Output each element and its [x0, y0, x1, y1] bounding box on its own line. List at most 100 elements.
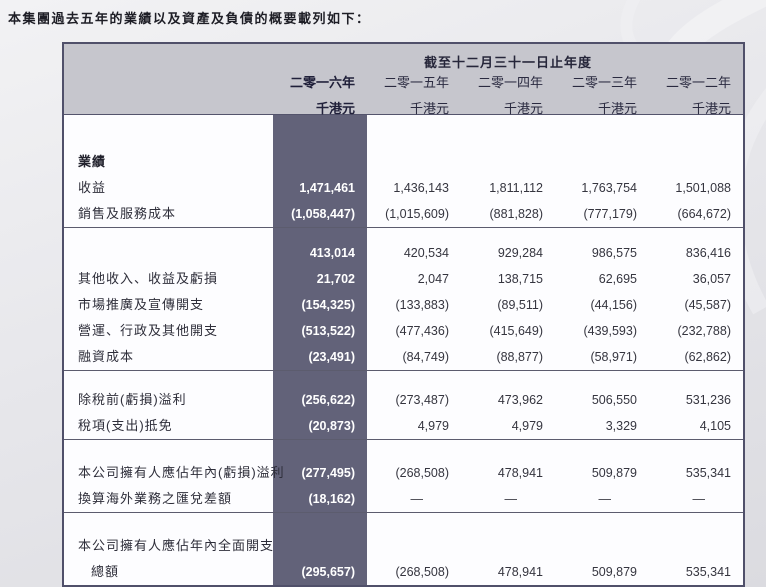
cell-value-year2: (415,649)	[489, 324, 543, 338]
cell-value-year0: 21,702	[316, 272, 355, 286]
cell-value-year2: (881,828)	[489, 207, 543, 221]
cell-value-year2	[461, 533, 555, 559]
cell-value-year4: 535,341	[685, 466, 731, 480]
cell-value-year4	[649, 149, 743, 175]
cell-value-year4: (664,672)	[677, 207, 731, 221]
cell-value-year2: 478,941	[497, 466, 543, 480]
table-header: 截至十二月三十一日止年度 二零一六年 二零一五年 二零一四年 二零一三年 二零一…	[64, 44, 743, 116]
row-label: 除稅前(虧損)溢利	[78, 392, 187, 407]
row-label: 其他收入、收益及虧損	[78, 271, 219, 286]
table-row: 市場推廣及宣傳開支 (154,325) (133,883) (89,511) (44,1…	[64, 292, 743, 318]
cell-value-year2	[461, 149, 555, 175]
cell-value-year2: 478,941	[497, 565, 543, 579]
cell-value-year0	[273, 533, 367, 559]
cell-value-year1: (273,487)	[395, 393, 449, 407]
cell-value-year2: (88,877)	[496, 350, 543, 364]
cell-value-year0: (18,162)	[308, 492, 355, 506]
cell-value-year0	[273, 149, 367, 175]
cell-value-year3: 62,695	[598, 272, 637, 286]
cell-value-year4: (62,862)	[684, 350, 731, 364]
table-row: 營運、行政及其他開支 (513,522) (477,436) (415,649) (43…	[64, 318, 743, 344]
cell-value-year1: 1,436,143	[393, 181, 449, 195]
cell-value-year2: (89,511)	[497, 298, 543, 312]
cell-value-year2: 4,979	[511, 419, 543, 433]
cell-value-year4: 1,501,088	[675, 181, 731, 195]
cell-value-year3: 986,575	[591, 246, 637, 260]
cell-value-year1: (268,508)	[395, 466, 449, 480]
year-header-row: 二零一六年 二零一五年 二零一四年 二零一三年 二零一二年	[64, 72, 743, 98]
row-label: 換算海外業務之匯兌差額	[78, 491, 233, 506]
cell-value-year4: 836,416	[685, 246, 731, 260]
cell-value-year0: (295,657)	[301, 565, 355, 579]
row-label: 業績	[78, 154, 107, 169]
table-row: 稅項(支出)抵免 (20,873) 4,979 4,979 3,329 4,105	[64, 413, 743, 439]
cell-value-year3: 1,763,754	[581, 181, 637, 195]
cell-value-year3: (439,593)	[583, 324, 637, 338]
cell-value-year3: 509,879	[591, 466, 637, 480]
cell-value-year0: 413,014	[309, 246, 355, 260]
cell-value-year4: 535,341	[685, 565, 731, 579]
table-section-3: 本公司擁有人應佔年內(虧損)溢利 (277,495) (268,508) 478,94…	[64, 439, 743, 512]
table-row: 413,014 420,534 929,284 986,575 836,416	[64, 240, 743, 266]
unit-label-2016: 千港元	[315, 101, 355, 116]
cell-value-year3	[555, 533, 649, 559]
row-label: 銷售及服務成本	[78, 206, 177, 221]
cell-value-year2: 138,715	[497, 272, 543, 286]
table-row: 融資成本 (23,491) (84,749) (88,877) (58,971) (62,…	[64, 344, 743, 370]
year-header-2015: 二零一五年	[383, 75, 449, 90]
cell-value-year1	[367, 149, 461, 175]
cell-value-year2: 473,962	[497, 393, 543, 407]
year-header-2013: 二零一三年	[571, 75, 637, 90]
table-body: 業績 收益 1,471,461 1,436,143 1,811,112 1,763,754…	[64, 115, 743, 585]
table-row: 其他收入、收益及虧損 21,702 2,047 138,715 62,695 36,057	[64, 266, 743, 292]
cell-value-year1: 4,979	[417, 419, 449, 433]
row-label	[64, 240, 273, 266]
cell-value-year2: 929,284	[497, 246, 543, 260]
table-sections: 業績 收益 1,471,461 1,436,143 1,811,112 1,763,754…	[64, 115, 743, 585]
table-row: 換算海外業務之匯兌差額 (18,162) — — — —	[64, 486, 743, 512]
cell-value-year3: 506,550	[591, 393, 637, 407]
table-row: 本公司擁有人應佔年內全面開支	[64, 533, 743, 559]
row-label: 總額	[91, 564, 120, 579]
cell-value-year2: 1,811,112	[489, 181, 543, 195]
table-section-4: 本公司擁有人應佔年內全面開支總額 (295,657) (268,508) 478,94…	[64, 512, 743, 585]
period-header: 截至十二月三十一日止年度	[423, 55, 592, 70]
table-row: 銷售及服務成本 (1,058,447) (1,015,609) (881,828) (7…	[64, 201, 743, 227]
cell-value-year4: 531,236	[685, 393, 731, 407]
cell-value-year1: (268,508)	[395, 565, 449, 579]
year-header-2016: 二零一六年	[289, 75, 355, 90]
unit-label-2013: 千港元	[597, 101, 637, 116]
year-header-2012: 二零一二年	[665, 75, 731, 90]
label-column-spacer	[64, 72, 273, 98]
row-label: 市場推廣及宣傳開支	[78, 297, 205, 312]
cell-value-year0: (23,491)	[308, 350, 355, 364]
cell-value-year1: 2,047	[417, 272, 449, 286]
cell-value-year0: (1,058,447)	[291, 207, 355, 221]
table-section-2: 除稅前(虧損)溢利 (256,622) (273,487) 473,962 506,55…	[64, 370, 743, 439]
cell-value-year3: 3,329	[605, 419, 637, 433]
table-row: 總額 (295,657) (268,508) 478,941 509,879 535,34…	[64, 559, 743, 585]
cell-value-year3: (44,156)	[590, 298, 637, 312]
cell-value-year1: —	[410, 492, 424, 506]
cell-value-year4: —	[692, 492, 706, 506]
cell-value-year2: —	[504, 492, 518, 506]
cell-value-year4: (232,788)	[677, 324, 731, 338]
cell-value-year4: 36,057	[692, 272, 731, 286]
cell-value-year4	[649, 533, 743, 559]
row-label: 本公司擁有人應佔年內(虧損)溢利	[78, 465, 285, 480]
cell-value-year0: (256,622)	[301, 393, 355, 407]
cell-value-year3: (58,971)	[590, 350, 637, 364]
unit-label-2015: 千港元	[409, 101, 449, 116]
cell-value-year1: (477,436)	[395, 324, 449, 338]
row-label: 融資成本	[78, 349, 135, 364]
cell-value-year4: (45,587)	[684, 298, 731, 312]
table-row: 業績	[64, 149, 743, 175]
table-row: 除稅前(虧損)溢利 (256,622) (273,487) 473,962 506,55…	[64, 387, 743, 413]
cell-value-year3: (777,179)	[583, 207, 637, 221]
cell-value-year0: (513,522)	[301, 324, 355, 338]
cell-value-year1: (1,015,609)	[385, 207, 449, 221]
cell-value-year1: (133,883)	[395, 298, 449, 312]
cell-value-year0: (154,325)	[301, 298, 355, 312]
table-section-0: 業績 收益 1,471,461 1,436,143 1,811,112 1,763,754…	[64, 115, 743, 227]
